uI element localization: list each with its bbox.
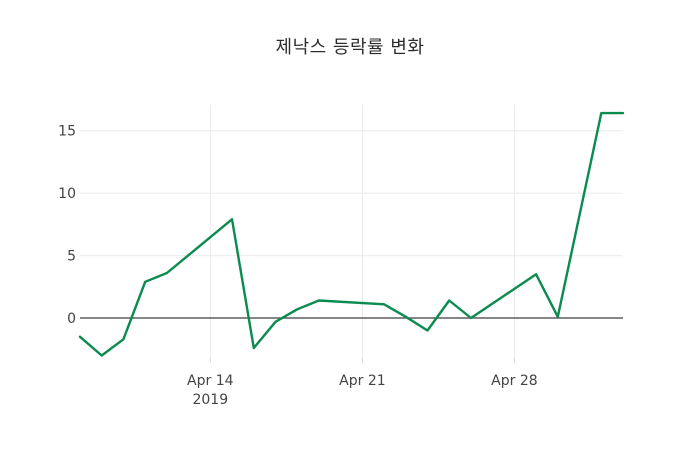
x-tick-label: Apr 14 [187, 373, 234, 389]
y-tick-label: 5 [67, 249, 76, 265]
series-line [78, 111, 625, 357]
x-tick-label: Apr 28 [491, 373, 537, 389]
chart-title: 제낙스 등락률 변화 [275, 37, 425, 58]
y-tick-label: 15 [58, 124, 76, 140]
x-tick-year-label: 2019 [192, 392, 228, 408]
x-tick-label: Apr 21 [339, 373, 385, 389]
y-tick-label: 10 [58, 186, 76, 202]
y-tick-label: 0 [67, 311, 76, 327]
